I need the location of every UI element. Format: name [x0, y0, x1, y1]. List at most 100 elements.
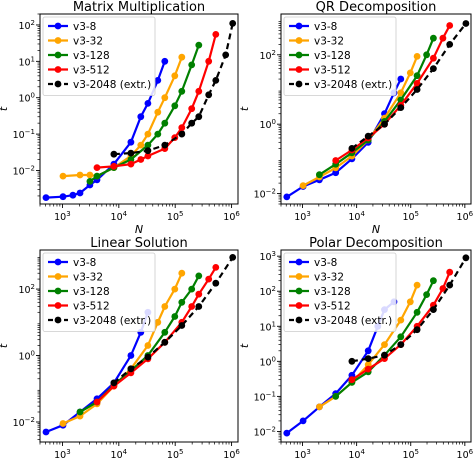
- x-tick-label: 106: [223, 448, 240, 460]
- x-tick-label: 105: [167, 448, 184, 460]
- data-point: [212, 279, 220, 287]
- data-point: [178, 130, 186, 138]
- y-tick-label: 100: [259, 118, 276, 131]
- data-point: [93, 164, 101, 172]
- panel-title: Linear Solution: [90, 236, 188, 251]
- data-point: [364, 347, 372, 355]
- y-tick-label: 10−2: [254, 425, 276, 438]
- data-point: [171, 313, 179, 320]
- data-point: [59, 193, 67, 201]
- data-point: [397, 316, 405, 324]
- plot-frame: [280, 13, 472, 205]
- data-point: [413, 53, 421, 60]
- x-tick-label: 105: [402, 448, 419, 460]
- data-point: [229, 254, 237, 261]
- y-tick-label: 100: [259, 355, 276, 368]
- data-point: [413, 281, 421, 289]
- data-point: [86, 171, 94, 179]
- data-point: [161, 141, 169, 149]
- y-tick-label: 10−1: [13, 128, 35, 141]
- data-point: [171, 72, 179, 80]
- y-axis-label: t: [238, 106, 251, 111]
- legend-label: v3-32: [314, 36, 344, 48]
- legend-label: v3-2048 (extr.): [73, 79, 151, 91]
- data-point: [413, 86, 421, 93]
- data-point: [161, 338, 169, 346]
- legend-label: v3-128: [73, 50, 110, 62]
- data-point: [144, 152, 152, 160]
- data-point: [76, 189, 84, 197]
- panel-2: 103 104 105 106 10−2 100 102 QR Decomposition Nt…: [238, 0, 474, 236]
- x-axis-label: N: [135, 223, 143, 236]
- legend-marker: [54, 302, 62, 309]
- data-point: [212, 31, 220, 38]
- data-point: [316, 403, 323, 411]
- legend-label: v3-8: [314, 21, 337, 33]
- legend-label: v3-128: [314, 286, 351, 298]
- data-point: [188, 61, 196, 69]
- data-point: [212, 77, 220, 84]
- data-point: [188, 119, 196, 127]
- y-tick-label: 10−2: [13, 164, 35, 177]
- data-point: [195, 41, 203, 49]
- data-point: [154, 108, 162, 116]
- data-point: [178, 322, 186, 329]
- data-point: [42, 428, 50, 436]
- legend-label: v3-2048 (extr.): [314, 79, 392, 91]
- panel-4: 103 104 105 106 10−2 10−1 100 101 102 103 Polar De…: [238, 236, 474, 464]
- x-tick-label: 103: [54, 448, 71, 460]
- data-point: [178, 124, 186, 132]
- legend-label: v3-128: [314, 50, 351, 62]
- x-tick-label: 103: [54, 210, 71, 223]
- series-line-v3-2048-extr-: [351, 257, 467, 363]
- legend-label: v3-128: [73, 286, 110, 298]
- data-point: [59, 420, 67, 427]
- legend-marker: [295, 258, 303, 266]
- series-line-v3-32: [62, 272, 183, 425]
- data-point: [127, 365, 135, 373]
- y-tick-label: 101: [259, 320, 276, 333]
- panel-title: QR Decomposition: [316, 0, 437, 15]
- series-group: [283, 254, 470, 437]
- data-point: [93, 172, 101, 180]
- data-point: [397, 75, 405, 83]
- data-point: [144, 130, 152, 138]
- panel-title: Matrix Multiplication: [73, 0, 205, 15]
- data-point: [397, 104, 405, 111]
- legend-label: v3-512: [73, 65, 110, 77]
- legend-marker: [295, 287, 303, 295]
- data-point: [110, 150, 118, 158]
- data-point: [137, 156, 145, 163]
- data-point: [42, 194, 50, 202]
- data-point: [127, 138, 135, 146]
- data-point: [178, 269, 186, 277]
- x-tick-label: 105: [167, 210, 184, 223]
- data-point: [154, 77, 162, 84]
- data-point: [397, 333, 405, 341]
- data-point: [229, 20, 237, 27]
- data-point: [161, 328, 169, 336]
- y-axis-label: t: [0, 343, 10, 348]
- data-point: [86, 178, 94, 185]
- legend-label: v3-32: [73, 272, 103, 284]
- data-point: [59, 172, 67, 180]
- y-tick-label: 102: [18, 283, 35, 296]
- data-point: [188, 285, 196, 293]
- legend-marker: [54, 258, 62, 266]
- data-point: [332, 157, 340, 164]
- legend-marker: [54, 316, 62, 324]
- data-point: [413, 326, 421, 334]
- data-point: [430, 306, 437, 313]
- data-point: [397, 341, 405, 348]
- x-tick-label: 106: [223, 210, 240, 223]
- y-tick-label: 10−1: [254, 390, 276, 403]
- data-point: [413, 72, 421, 80]
- data-point: [76, 171, 84, 179]
- data-point: [462, 20, 470, 27]
- y-axis-label: t: [0, 106, 10, 111]
- legend-label: v3-8: [73, 257, 96, 269]
- data-point: [348, 357, 356, 365]
- x-tick-label: 106: [457, 210, 474, 223]
- legend-box: [283, 16, 397, 96]
